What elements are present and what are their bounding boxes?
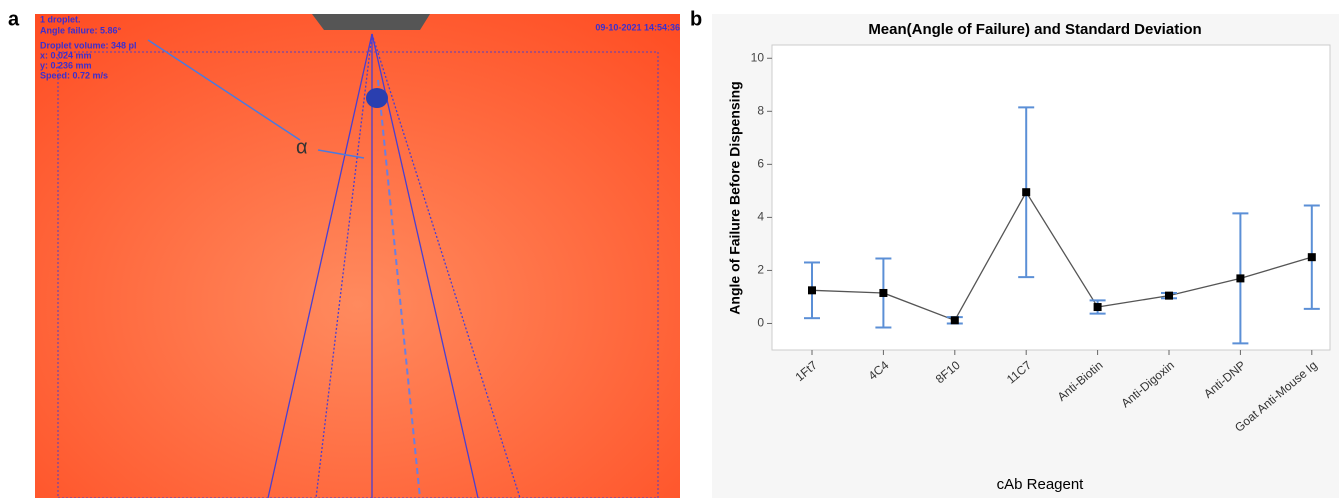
y-tick-label: 0 — [757, 316, 764, 330]
marker — [1094, 303, 1102, 311]
info-text: Angle failure: 5.86° — [40, 25, 122, 35]
info-text: Speed: 0.72 m/s — [40, 70, 108, 80]
y-tick-label: 4 — [757, 210, 764, 224]
angle-symbol: α — [296, 136, 308, 158]
marker — [951, 316, 959, 324]
y-tick-label: 10 — [751, 50, 765, 64]
y-axis-label: Angle of Failure Before Dispensing — [727, 81, 743, 314]
y-tick-label: 6 — [757, 157, 764, 171]
y-tick-label: 8 — [757, 103, 764, 117]
marker — [1236, 274, 1244, 282]
droplet-image — [35, 14, 680, 498]
panel-label: a — [8, 8, 20, 30]
timestamp: 09-10-2021 14:54:36 — [595, 22, 680, 32]
info-text: x: 0.024 mm — [40, 50, 92, 60]
droplet — [366, 88, 388, 108]
info-text: y: 0.236 mm — [40, 60, 92, 70]
marker — [808, 286, 816, 294]
figure: a 1 droplet.Angle failure: 5.86° Droplet … — [0, 0, 1339, 498]
nozzle — [312, 14, 430, 30]
x-axis-label: cAb Reagent — [997, 476, 1085, 493]
info-text: 1 droplet. — [40, 14, 81, 24]
plot-area — [772, 45, 1330, 350]
page: a 1 droplet.Angle failure: 5.86° Droplet … — [0, 0, 1339, 498]
y-tick-label: 2 — [757, 263, 764, 277]
marker — [1165, 292, 1173, 300]
info-text: Droplet volume: 348 pl — [40, 40, 137, 50]
panel-label: b — [690, 8, 702, 30]
marker — [879, 289, 887, 297]
chart-title: Mean(Angle of Failure) and Standard Devi… — [868, 21, 1201, 38]
marker — [1022, 188, 1030, 196]
marker — [1308, 253, 1316, 261]
